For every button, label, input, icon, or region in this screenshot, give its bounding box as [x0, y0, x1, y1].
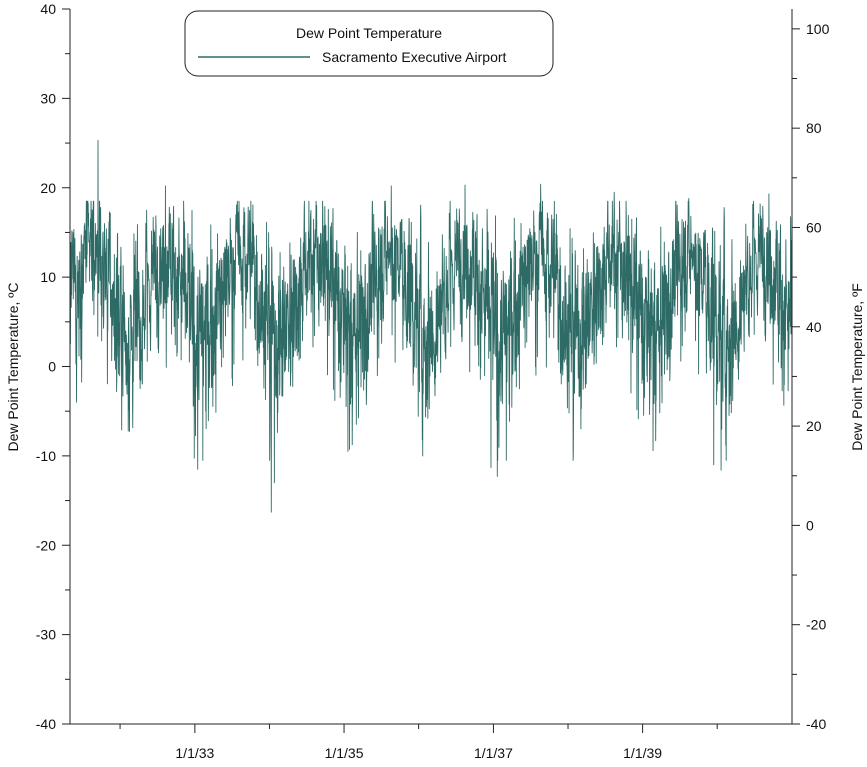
y-axis-right-title: Dew Point Temperature, ºF: [849, 283, 865, 450]
y-right-tick-label: 40: [806, 319, 822, 335]
x-tick-label: 1/1/39: [623, 745, 662, 761]
series-layer: [69, 139, 793, 513]
x-tick-label: 1/1/37: [474, 745, 513, 761]
y-right-tick-label: 60: [806, 219, 822, 235]
y-right-tick-label: 80: [806, 120, 822, 136]
legend: Dew Point Temperature Sacramento Executi…: [184, 10, 554, 77]
y-axis-left-title: Dew Point Temperature, ºC: [5, 282, 21, 451]
legend-box: [184, 10, 554, 77]
x-tick-label: 1/1/35: [325, 745, 364, 761]
legend-series-label: Sacramento Executive Airport: [322, 49, 507, 65]
axes-layer: 403020100-10-20-30-40100806040200-20-401…: [36, 1, 830, 761]
legend-title: Dew Point Temperature: [296, 25, 442, 41]
y-left-tick-label: 10: [40, 269, 56, 285]
y-left-tick-label: -40: [36, 716, 56, 732]
y-left-tick-label: -30: [36, 627, 56, 643]
y-right-tick-label: 20: [806, 418, 822, 434]
x-tick-label: 1/1/33: [175, 745, 214, 761]
y-left-tick-label: 0: [48, 359, 56, 375]
y-left-tick-label: -10: [36, 448, 56, 464]
y-left-tick-label: 20: [40, 180, 56, 196]
y-right-tick-label: 0: [806, 517, 814, 533]
series-line-sacramento: [69, 139, 793, 513]
y-right-tick-label: 100: [806, 21, 830, 37]
y-left-tick-label: 40: [40, 1, 56, 17]
y-right-tick-label: -20: [806, 617, 826, 633]
y-left-tick-label: 30: [40, 90, 56, 106]
y-left-tick-label: -20: [36, 537, 56, 553]
y-right-tick-label: -40: [806, 716, 826, 732]
